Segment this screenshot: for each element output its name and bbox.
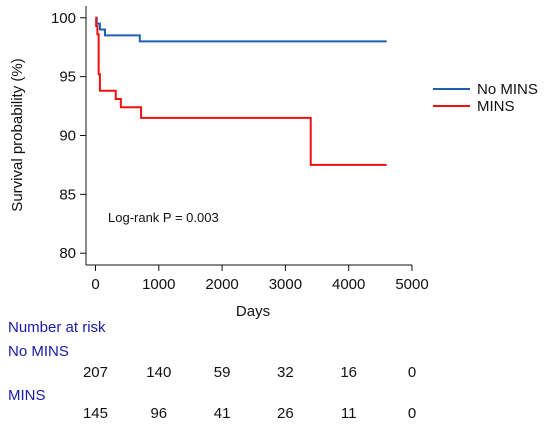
risk-count: 26 (277, 405, 294, 422)
x-tick-label: 2000 (205, 276, 238, 293)
y-tick-label: 80 (59, 245, 76, 262)
risk-count: 0 (408, 405, 416, 422)
risk-table-title: Number at risk (8, 319, 106, 336)
y-tick-label: 100 (51, 10, 76, 27)
x-tick-label: 5000 (395, 276, 428, 293)
series-line-mins (95, 16, 387, 166)
y-tick-label: 90 (59, 128, 76, 145)
x-ticks: 0 1000 2000 3000 4000 5000 (91, 265, 429, 293)
risk-row-no-mins: 207 140 59 32 16 0 (83, 364, 416, 381)
legend: No MINS MINS (433, 81, 538, 115)
risk-count: 59 (214, 364, 231, 381)
y-tick-label: 85 (59, 186, 76, 203)
legend-label-mins: MINS (477, 98, 515, 115)
x-tick-label: 1000 (142, 276, 175, 293)
risk-count: 145 (83, 405, 108, 422)
risk-count: 32 (277, 364, 294, 381)
risk-count: 11 (341, 405, 357, 422)
risk-group-label-mins: MINS (8, 387, 46, 404)
risk-row-mins: 145 96 41 26 11 0 (83, 405, 416, 422)
legend-label-no-mins: No MINS (477, 81, 538, 98)
y-ticks: 80 85 90 95 100 (51, 10, 86, 262)
risk-count: 0 (408, 364, 416, 381)
series-lines (95, 16, 387, 166)
series-line-no-mins (95, 16, 387, 43)
risk-count: 96 (150, 405, 167, 422)
y-axis-title: Survival probability (%) (9, 58, 26, 211)
risk-count: 41 (214, 405, 231, 422)
x-axis-title: Days (236, 303, 270, 320)
risk-count: 16 (340, 364, 357, 381)
logrank-annotation: Log-rank P = 0.003 (108, 210, 219, 225)
risk-count: 207 (83, 364, 108, 381)
x-tick-label: 0 (91, 276, 99, 293)
risk-group-label-no-mins: No MINS (8, 343, 69, 360)
y-tick-label: 95 (59, 69, 76, 86)
risk-table: Number at risk No MINS 207 140 59 32 16 0 MIN… (8, 319, 416, 422)
risk-count: 140 (146, 364, 171, 381)
x-tick-label: 3000 (269, 276, 302, 293)
x-tick-label: 4000 (332, 276, 365, 293)
axes (85, 6, 412, 266)
